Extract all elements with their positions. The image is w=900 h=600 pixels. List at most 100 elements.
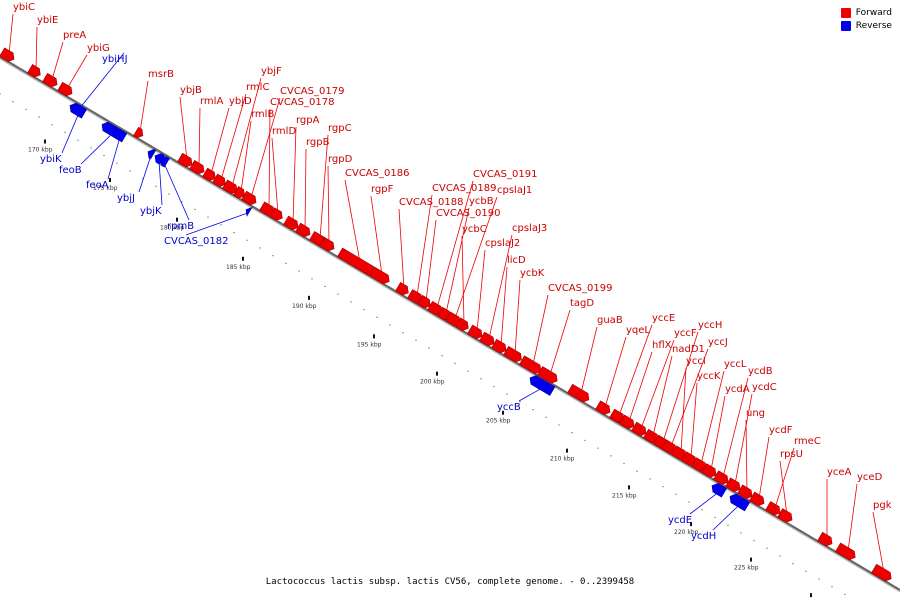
gene-arrow-ycdC[interactable] (725, 477, 742, 494)
gene-feature-ycdA[interactable] (701, 463, 718, 480)
gene-arrow-rgpB[interactable] (295, 222, 312, 239)
gene-arrow-ycdA[interactable] (701, 463, 718, 480)
gene-feature-yccB[interactable] (527, 374, 556, 396)
gene-feature-licD[interactable] (491, 338, 508, 355)
gene-label-pgk[interactable]: pgk (873, 500, 892, 511)
gene-label-ycdA[interactable]: ycdA (725, 384, 750, 395)
gene-arrow-yccB[interactable] (527, 374, 556, 396)
gene-arrow-CVCAS_0182[interactable] (243, 205, 253, 217)
gene-feature-yccF[interactable] (631, 421, 648, 438)
gene-label-preA[interactable]: preA (63, 30, 86, 41)
gene-label-feoA[interactable]: feoA (86, 180, 109, 191)
gene-feature-ycdE[interactable] (709, 481, 728, 498)
gene-arrow-rpsU[interactable] (777, 508, 794, 525)
gene-arrow-preA[interactable] (42, 72, 59, 89)
gene-arrow-rgpD[interactable] (319, 236, 336, 253)
gene-label-rmlB[interactable]: rmlB (251, 109, 274, 120)
gene-label-rpsU[interactable]: rpsU (780, 449, 803, 460)
gene-feature-rgpB[interactable] (295, 222, 312, 239)
gene-label-CVCAS_0182[interactable]: CVCAS_0182 (164, 236, 228, 247)
gene-label-yccI[interactable]: yccI (686, 356, 706, 367)
gene-label-rgpA[interactable]: rgpA (296, 115, 320, 126)
gene-arrow-licD[interactable] (491, 338, 508, 355)
gene-feature-yceD[interactable] (835, 542, 857, 562)
gene-feature-rgpA[interactable] (283, 215, 300, 232)
gene-label-yccK[interactable]: yccK (697, 371, 721, 382)
gene-arrow-rmlB[interactable] (233, 186, 247, 200)
gene-label-rgpB[interactable]: rgpB (306, 137, 330, 148)
gene-label-ybiK[interactable]: ybiK (40, 154, 62, 165)
gene-feature-rgpF[interactable] (369, 266, 391, 286)
gene-label-CVCAS_0199[interactable]: CVCAS_0199 (548, 283, 612, 294)
gene-feature-ybjB[interactable] (177, 152, 194, 169)
gene-label-ybiC[interactable]: ybiC (13, 2, 35, 13)
gene-arrow-yqeL[interactable] (595, 400, 612, 417)
gene-label-rmlD[interactable]: rmlD (272, 126, 296, 137)
gene-arrow-rmlA[interactable] (189, 159, 206, 176)
gene-label-ybiG[interactable]: ybiG (87, 43, 110, 54)
gene-label-ycbC[interactable]: ycbC (462, 224, 487, 235)
gene-label-yceA[interactable]: yceA (827, 467, 852, 478)
gene-feature-ycbK[interactable] (503, 345, 524, 364)
gene-label-msrB[interactable]: msrB (148, 69, 174, 80)
gene-feature-rgpD[interactable] (319, 236, 336, 253)
gene-arrow-ybjF[interactable] (222, 179, 239, 196)
gene-feature-ycdC[interactable] (725, 477, 742, 494)
gene-feature-ycdB[interactable] (713, 470, 730, 487)
gene-feature-tagD[interactable] (537, 366, 559, 385)
gene-arrow-CVCAS_0190[interactable] (417, 295, 432, 310)
gene-label-rmlC[interactable]: rmlC (246, 82, 269, 93)
gene-label-yceD[interactable]: yceD (857, 472, 883, 483)
gene-label-rgpF[interactable]: rgpF (371, 184, 394, 195)
gene-arrow-ybjB[interactable] (177, 152, 194, 169)
gene-arrow-rmlD[interactable] (269, 207, 284, 223)
gene-label-hflX[interactable]: hflX (652, 340, 672, 351)
gene-arrow-pgk[interactable] (871, 563, 893, 583)
gene-label-CVCAS_0186[interactable]: CVCAS_0186 (345, 168, 409, 179)
gene-feature-yceA[interactable] (817, 531, 834, 548)
gene-label-ybiHJ[interactable]: ybiHJ (102, 54, 128, 65)
gene-arrow-feoA[interactable] (111, 127, 128, 143)
gene-label-rgpC[interactable]: rgpC (328, 123, 352, 134)
gene-arrow-ybiG[interactable] (57, 81, 74, 98)
gene-feature-ybjF[interactable] (222, 179, 239, 196)
gene-label-yccB[interactable]: yccB (497, 402, 521, 413)
gene-label-ybjK[interactable]: ybjK (140, 206, 162, 217)
gene-label-rmlA[interactable]: rmlA (200, 96, 223, 107)
gene-feature-rpsU[interactable] (777, 508, 794, 525)
gene-arrow-CVCAS_0188[interactable] (395, 281, 410, 297)
gene-arrow-yceA[interactable] (817, 531, 834, 548)
gene-feature-ybiK[interactable] (69, 102, 88, 119)
gene-feature-rpmB[interactable] (157, 154, 170, 168)
gene-label-ycdF[interactable]: ycdF (769, 425, 793, 436)
gene-label-yccL[interactable]: yccL (724, 359, 747, 370)
gene-arrow-guaB[interactable] (567, 383, 591, 404)
gene-feature-preA[interactable] (42, 72, 59, 89)
gene-label-ycdE[interactable]: ycdE (668, 515, 692, 526)
gene-feature-hflX[interactable] (619, 414, 636, 431)
gene-feature-rmlB[interactable] (233, 186, 247, 200)
gene-label-CVCAS_0179[interactable]: CVCAS_0179 (280, 86, 344, 97)
gene-feature-ycbC[interactable] (455, 317, 470, 333)
gene-label-ycbB[interactable]: ycbB (469, 196, 494, 207)
gene-arrow-tagD[interactable] (537, 366, 559, 385)
gene-arrow-rmeC[interactable] (765, 501, 782, 518)
gene-label-CVCAS_0191[interactable]: CVCAS_0191 (473, 169, 537, 180)
gene-arrow-cpslaJ3[interactable] (479, 331, 496, 348)
gene-arrow-ycdB[interactable] (713, 470, 730, 487)
gene-feature-ybiG[interactable] (57, 81, 74, 98)
gene-label-yccE[interactable]: yccE (652, 313, 675, 324)
gene-arrow-ybiC[interactable] (0, 47, 17, 64)
gene-feature-rmlD[interactable] (269, 207, 284, 223)
gene-label-tagD[interactable]: tagD (570, 298, 594, 309)
gene-feature-CVCAS_0182[interactable] (243, 205, 253, 217)
gene-label-cpslaJ3[interactable]: cpslaJ3 (512, 223, 547, 234)
gene-feature-CVCAS_0199[interactable] (519, 355, 543, 376)
gene-label-rgpD[interactable]: rgpD (328, 154, 353, 165)
gene-arrow-ycbC[interactable] (455, 317, 470, 333)
gene-label-guaB[interactable]: guaB (597, 315, 623, 326)
gene-arrow-cpslaJ2[interactable] (467, 324, 484, 341)
gene-label-yccJ[interactable]: yccJ (708, 337, 728, 348)
gene-label-ybjD[interactable]: ybjD (229, 96, 252, 107)
gene-arrow-ycdF[interactable] (749, 491, 766, 508)
